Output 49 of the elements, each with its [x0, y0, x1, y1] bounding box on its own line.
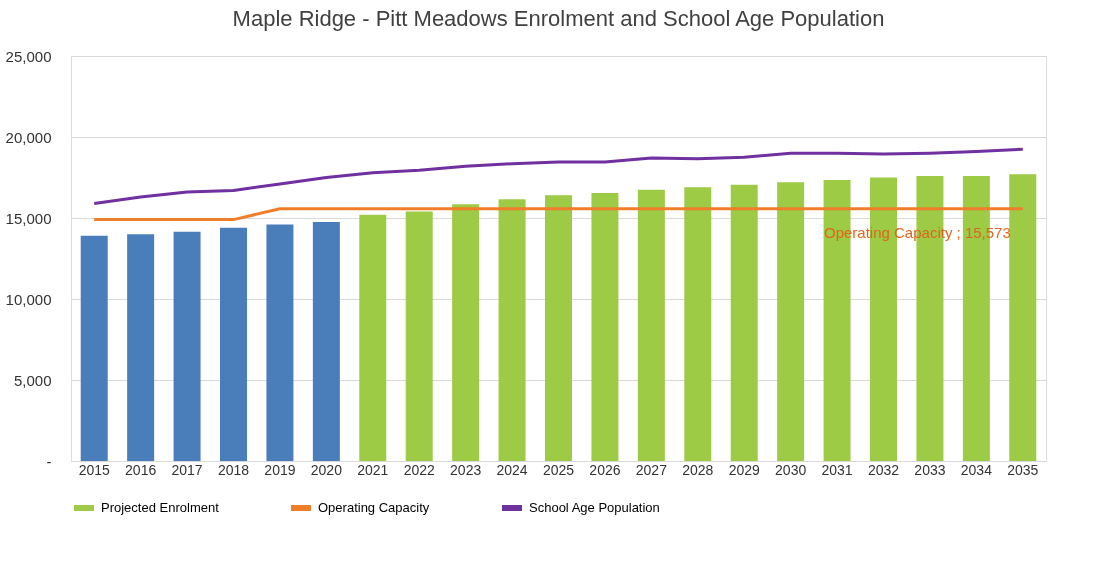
bar [777, 182, 805, 461]
bar [1009, 174, 1037, 461]
bar [173, 231, 201, 461]
bar [80, 235, 108, 461]
bar [637, 189, 665, 461]
bar [498, 199, 526, 461]
bar [359, 214, 387, 461]
x-tick-label: 2025 [542, 461, 575, 478]
legend-label: School Age Population [529, 500, 660, 515]
x-tick-label: 2026 [589, 461, 621, 478]
y-tick-label: 10,000 [5, 290, 52, 308]
bar [684, 187, 712, 461]
x-tick-label: 2018 [217, 461, 250, 478]
x-tick-label: 2033 [914, 461, 946, 478]
bar [545, 195, 572, 461]
x-tick-label: 2031 [821, 461, 853, 478]
x-tick-label: 2030 [775, 461, 807, 478]
x-tick-label: 2032 [867, 461, 900, 478]
y-tick-label: 15,000 [5, 209, 52, 227]
bar [405, 211, 433, 461]
y-tick-label: 5,000 [13, 371, 52, 389]
x-tick-label: 2021 [357, 461, 389, 478]
line-series [92, 147, 1025, 205]
y-tick-label: 25,000 [5, 47, 52, 65]
bar [312, 222, 340, 461]
legend-label: Operating Capacity [318, 500, 430, 515]
x-tick-label: 2015 [78, 461, 110, 478]
x-tick-label: 2017 [171, 461, 203, 478]
x-tick-label: 2024 [496, 461, 528, 478]
x-tick-label: 2029 [728, 461, 760, 478]
bar [220, 227, 247, 461]
bar [266, 224, 294, 461]
x-tick-label: 2016 [125, 461, 157, 478]
bar [730, 184, 758, 461]
x-tick-label: 2027 [635, 461, 668, 478]
bar [591, 192, 619, 461]
chart-title: Maple Ridge - Pitt Meadows Enrolment and School Age Population [232, 6, 885, 31]
x-tick-label: 2028 [682, 461, 714, 478]
bar [127, 234, 155, 461]
x-tick-label: 2035 [1007, 461, 1039, 478]
x-tick-label: 2019 [264, 461, 296, 478]
x-tick-label: 2020 [310, 461, 343, 478]
x-tick-label: 2023 [450, 461, 482, 478]
legend-label: Projected Enrolment [101, 500, 220, 515]
x-tick-label: 2022 [403, 461, 435, 478]
x-tick-label: 2034 [960, 461, 993, 478]
y-tick-label: - [46, 452, 52, 470]
y-tick-label: 20,000 [5, 128, 52, 146]
bar [452, 204, 480, 461]
